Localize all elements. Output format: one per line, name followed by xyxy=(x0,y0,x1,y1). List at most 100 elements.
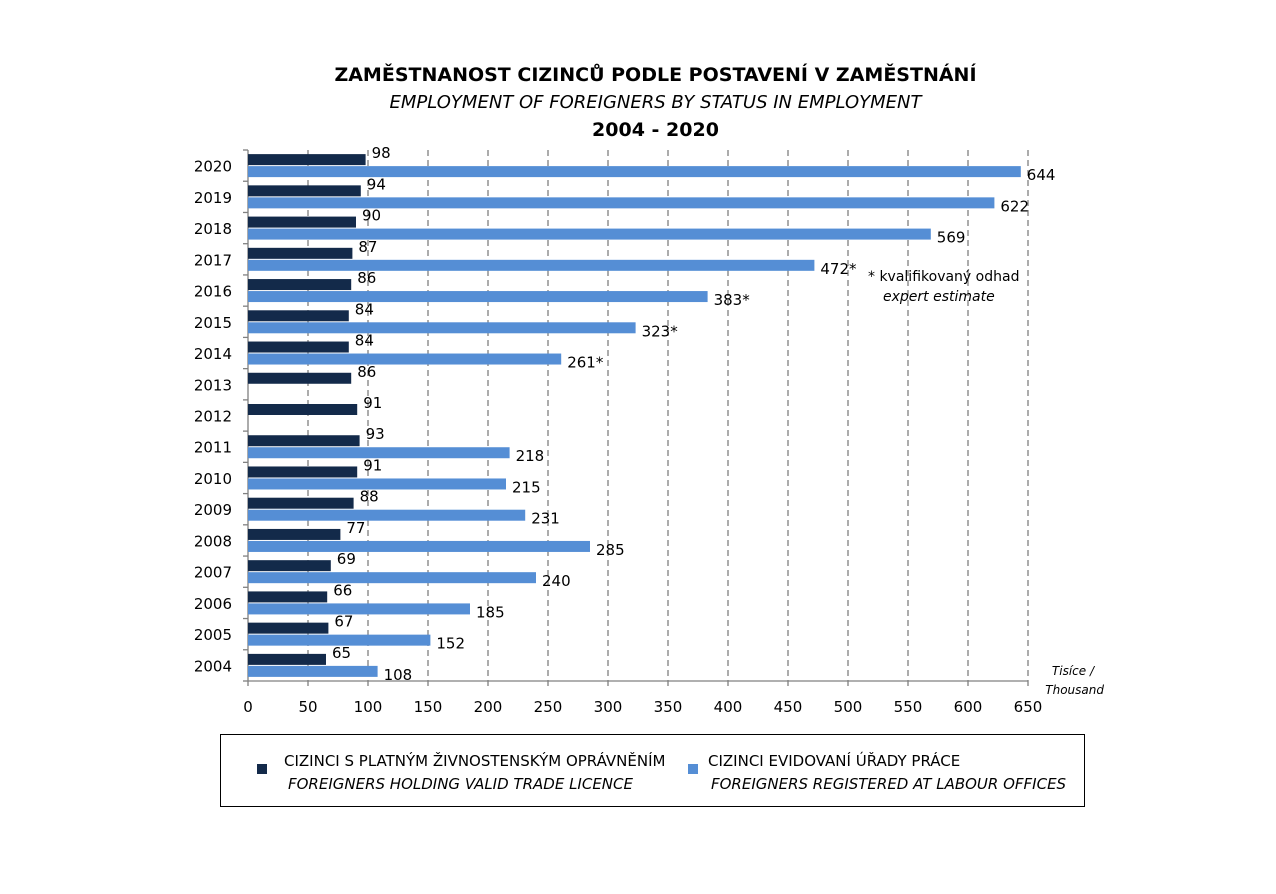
legend: CIZINCI S PLATNÝM ŽIVNOSTENSKÝM OPRÁVNĚN… xyxy=(220,734,1085,807)
y-tick-label-2018: 2018 xyxy=(194,220,232,238)
data-label-labour-offices-2015: 323* xyxy=(642,322,679,340)
data-label-trade-licence-2019: 94 xyxy=(367,175,386,193)
x-tick-label-150: 150 xyxy=(414,698,443,716)
data-label-labour-offices-2011: 218 xyxy=(516,447,545,465)
bar-trade-licence-2018 xyxy=(248,216,356,228)
legend-label-trade-licence: CIZINCI S PLATNÝM ŽIVNOSTENSKÝM OPRÁVNĚN… xyxy=(284,752,666,770)
data-label-trade-licence-2005: 67 xyxy=(334,613,353,631)
bar-labour-offices-2016 xyxy=(248,291,708,303)
data-label-labour-offices-2006: 185 xyxy=(476,603,505,621)
y-tick-label-2009: 2009 xyxy=(194,501,232,519)
bar-labour-offices-2005 xyxy=(248,634,431,646)
bar-labour-offices-2011 xyxy=(248,447,510,459)
bar-labour-offices-2014 xyxy=(248,353,562,365)
x-tick-label-300: 300 xyxy=(594,698,623,716)
bar-labour-offices-2004 xyxy=(248,665,378,677)
data-label-trade-licence-2008: 77 xyxy=(346,519,365,537)
x-tick-label-450: 450 xyxy=(774,698,803,716)
y-tick-label-2019: 2019 xyxy=(194,189,232,207)
x-tick-label-600: 600 xyxy=(954,698,983,716)
x-tick-label-200: 200 xyxy=(474,698,503,716)
y-tick-label-2016: 2016 xyxy=(194,283,232,301)
y-tick-label-2008: 2008 xyxy=(194,532,232,550)
bar-labour-offices-2007 xyxy=(248,572,536,584)
data-label-trade-licence-2013: 86 xyxy=(357,363,376,381)
bar-labour-offices-2017 xyxy=(248,259,815,271)
data-label-trade-licence-2017: 87 xyxy=(358,238,377,256)
y-tick-label-2011: 2011 xyxy=(194,439,232,457)
legend-swatch-trade-licence xyxy=(257,764,267,774)
axis-unit-label-en: Thousand xyxy=(1045,683,1104,697)
bar-trade-licence-2011 xyxy=(248,435,360,447)
y-tick-label-2010: 2010 xyxy=(194,470,232,488)
y-tick-label-2015: 2015 xyxy=(194,314,232,332)
y-tick-label-2004: 2004 xyxy=(194,657,232,675)
bar-labour-offices-2008 xyxy=(248,540,590,552)
bar-trade-licence-2013 xyxy=(248,372,352,384)
bar-trade-licence-2020 xyxy=(248,154,366,166)
data-label-trade-licence-2007: 69 xyxy=(337,550,356,568)
data-label-trade-licence-2006: 66 xyxy=(333,581,352,599)
data-label-labour-offices-2008: 285 xyxy=(596,541,625,559)
x-tick-label-250: 250 xyxy=(534,698,563,716)
bar-trade-licence-2010 xyxy=(248,466,358,478)
legend-label-labour-offices-en: FOREIGNERS REGISTERED AT LABOUR OFFICES xyxy=(711,775,1067,793)
y-tick-label-2005: 2005 xyxy=(194,626,232,644)
bar-labour-offices-2015 xyxy=(248,322,636,334)
data-label-trade-licence-2018: 90 xyxy=(362,207,381,225)
bar-trade-licence-2015 xyxy=(248,310,349,322)
chart-title: ZAMĚSTNANOST CIZINCŮ PODLE POSTAVENÍ V Z… xyxy=(334,64,977,86)
bar-trade-licence-2019 xyxy=(248,185,361,197)
data-label-labour-offices-2009: 231 xyxy=(531,510,560,528)
x-tick-label-0: 0 xyxy=(243,698,253,716)
data-label-labour-offices-2017: 472* xyxy=(820,260,857,278)
y-tick-label-2012: 2012 xyxy=(194,408,232,426)
data-label-trade-licence-2014: 84 xyxy=(355,332,374,350)
data-label-trade-licence-2012: 91 xyxy=(363,394,382,412)
x-tick-label-100: 100 xyxy=(354,698,383,716)
data-label-trade-licence-2004: 65 xyxy=(332,644,351,662)
chart-period: 2004 - 2020 xyxy=(592,119,719,141)
bar-trade-licence-2014 xyxy=(248,341,349,353)
data-label-labour-offices-2010: 215 xyxy=(512,478,541,496)
estimate-note: * kvalifikovaný odhad xyxy=(868,269,1020,285)
legend-label-labour-offices: CIZINCI EVIDOVANÍ ÚŘADY PRÁCE xyxy=(708,752,961,770)
axis-unit-label: Tisíce / xyxy=(1051,664,1094,678)
x-tick-label-650: 650 xyxy=(1014,698,1043,716)
y-tick-label-2007: 2007 xyxy=(194,564,232,582)
chart-subtitle: EMPLOYMENT OF FOREIGNERS BY STATUS IN EM… xyxy=(389,92,922,113)
data-label-trade-licence-2009: 88 xyxy=(360,488,379,506)
data-label-labour-offices-2005: 152 xyxy=(436,635,465,653)
legend-label-trade-licence-en: FOREIGNERS HOLDING VALID TRADE LICENCE xyxy=(288,775,633,793)
bar-labour-offices-2018 xyxy=(248,228,931,240)
y-tick-label-2017: 2017 xyxy=(194,251,232,269)
data-label-labour-offices-2018: 569 xyxy=(937,229,966,247)
data-label-labour-offices-2016: 383* xyxy=(714,291,751,309)
estimate-note-en: expert estimate xyxy=(883,289,995,305)
y-tick-label-2020: 2020 xyxy=(194,158,232,176)
y-tick-label-2014: 2014 xyxy=(194,345,232,363)
bar-labour-offices-2019 xyxy=(248,197,995,209)
bar-trade-licence-2004 xyxy=(248,653,326,665)
bar-trade-licence-2006 xyxy=(248,591,328,603)
x-tick-label-400: 400 xyxy=(714,698,743,716)
bar-labour-offices-2009 xyxy=(248,509,526,521)
x-tick-label-50: 50 xyxy=(298,698,317,716)
bar-labour-offices-2010 xyxy=(248,478,506,490)
y-tick-label-2006: 2006 xyxy=(194,595,232,613)
data-label-labour-offices-2007: 240 xyxy=(542,572,571,590)
bar-trade-licence-2012 xyxy=(248,404,358,415)
data-label-labour-offices-2004: 108 xyxy=(384,666,413,684)
bar-trade-licence-2008 xyxy=(248,528,341,540)
bar-labour-offices-2020 xyxy=(248,166,1021,178)
data-label-labour-offices-2014: 261* xyxy=(567,354,604,372)
x-tick-label-550: 550 xyxy=(894,698,923,716)
bar-trade-licence-2005 xyxy=(248,622,329,634)
data-label-trade-licence-2015: 84 xyxy=(355,300,374,318)
x-tick-label-500: 500 xyxy=(834,698,863,716)
data-label-trade-licence-2016: 86 xyxy=(357,269,376,287)
data-label-trade-licence-2020: 98 xyxy=(372,144,391,162)
bar-trade-licence-2016 xyxy=(248,279,352,291)
bar-trade-licence-2017 xyxy=(248,247,353,259)
